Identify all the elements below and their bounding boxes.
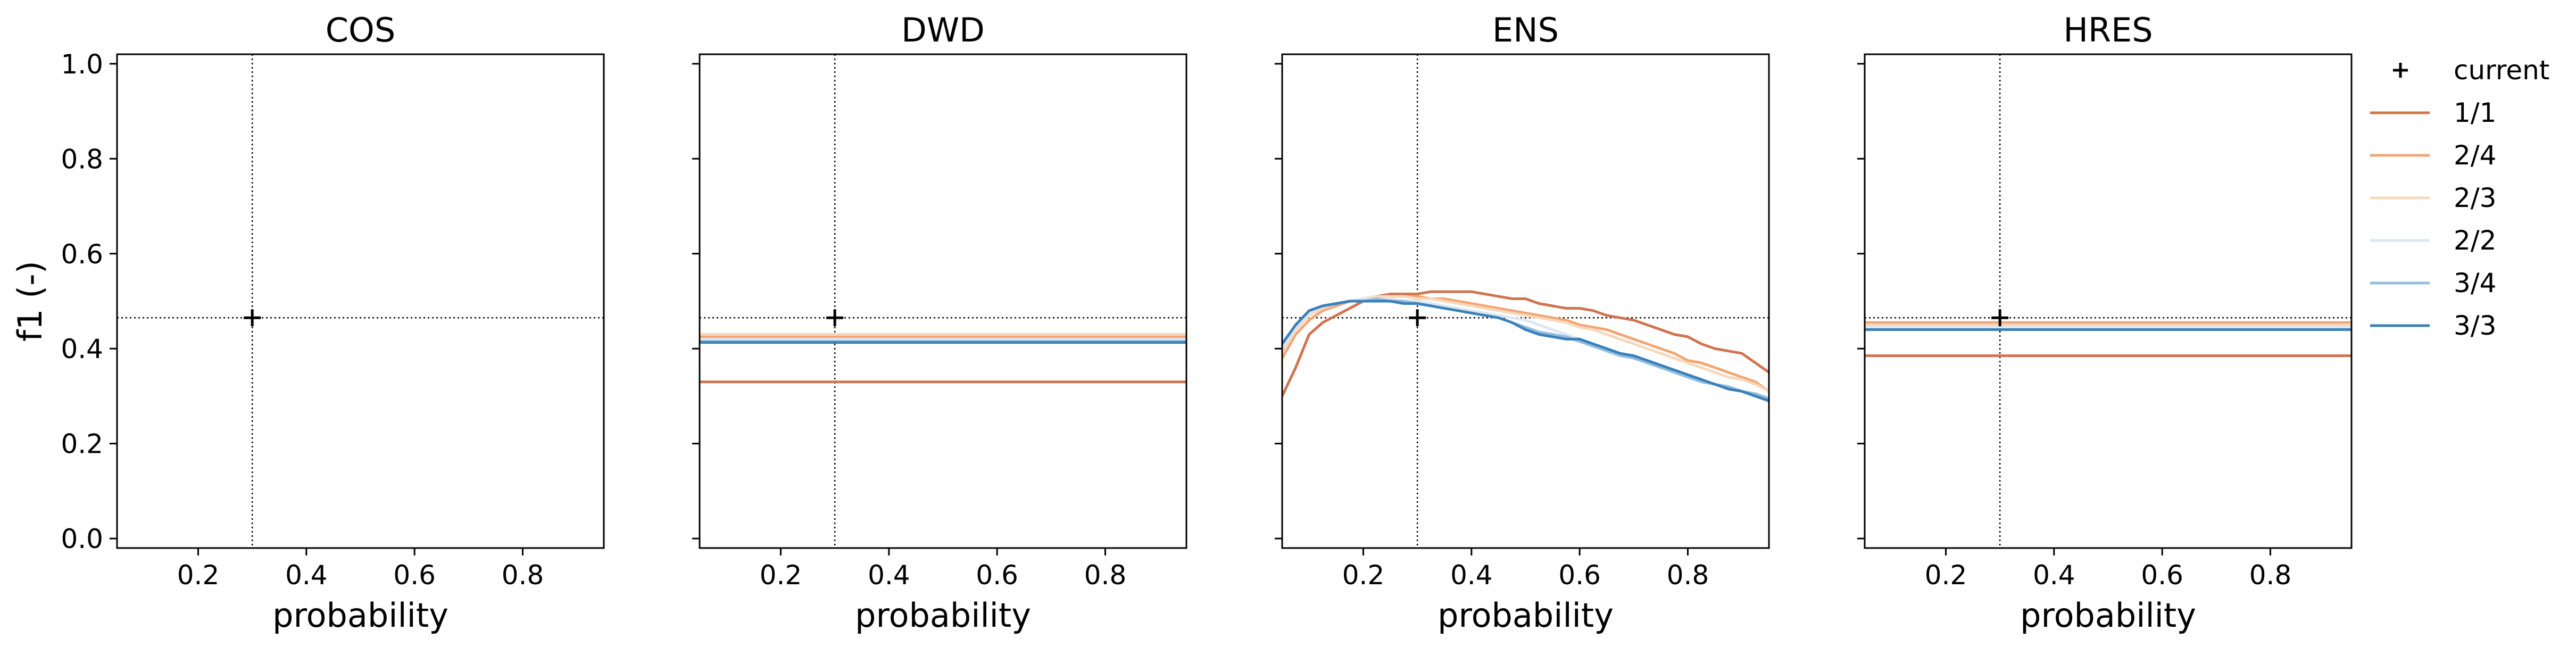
panel-title: DWD	[901, 11, 985, 49]
current-marker	[1409, 309, 1426, 327]
legend-label: 3/4	[2454, 268, 2496, 298]
x-axis-label: probability	[272, 596, 448, 635]
x-tick-label: 0.4	[1450, 560, 1493, 591]
legend-label: 1/1	[2454, 97, 2496, 128]
x-tick-label: 0.6	[1558, 560, 1601, 591]
panel-dwd: DWD 0.2 0.4 0.6 0.8 probability	[692, 11, 1187, 635]
y-tick-label: 0.6	[61, 239, 103, 270]
x-tick-label: 0.4	[2033, 560, 2075, 591]
axes-frame	[699, 53, 1187, 549]
axes-frame	[116, 53, 605, 549]
legend-item: 2/4	[2370, 140, 2496, 171]
x-axis-label: probability	[855, 596, 1031, 635]
axes-frame	[1864, 53, 2353, 549]
panel-hres: HRES 0.2 0.4 0.6 0.8 probability	[1857, 11, 2353, 635]
x-tick-label: 0.8	[2249, 560, 2292, 591]
y-tick-label: 0.4	[61, 334, 103, 364]
x-tick-label: 0.8	[1667, 560, 1709, 591]
x-tick-label: 0.6	[2141, 560, 2183, 591]
panel-title: HRES	[2063, 11, 2153, 49]
x-tick-label: 0.6	[976, 560, 1018, 591]
legend-label: 2/2	[2454, 225, 2496, 256]
legend-label: 2/3	[2454, 183, 2496, 213]
x-tick-label: 0.2	[1925, 560, 1967, 591]
y-tick-label: 0.0	[61, 524, 103, 554]
y-tick-label: 1.0	[61, 49, 103, 80]
legend: current 1/1 2/4 2/3 2/2 3/4 3/3	[2370, 55, 2549, 341]
legend-item: current	[2393, 55, 2549, 86]
y-tick-label: 0.2	[61, 429, 103, 460]
current-marker	[244, 309, 261, 327]
x-tick-label: 0.2	[1342, 560, 1385, 591]
legend-item: 3/4	[2370, 268, 2496, 298]
series-group	[700, 333, 1186, 384]
x-tick-label: 0.4	[285, 560, 328, 591]
legend-label: current	[2454, 55, 2549, 86]
series-group	[1282, 290, 1769, 402]
current-marker	[826, 309, 844, 327]
x-tick-label: 0.6	[393, 560, 436, 591]
y-axis-label: f1 (-)	[11, 261, 49, 342]
legend-item: 2/3	[2370, 183, 2496, 213]
x-tick-label: 0.2	[177, 560, 220, 591]
x-tick-label: 0.2	[760, 560, 802, 591]
panel-ens: ENS 0.2 0.4 0.6 0.8 probability	[1275, 11, 1770, 635]
panel-title: COS	[326, 11, 395, 49]
series-line-3-3	[1282, 300, 1769, 402]
x-axis-label: probability	[2020, 596, 2196, 635]
panel-cos: COS 0.2 0.4 0.6 0.8 0.0 0.2 0.4 0.6 0.8 1.0 probabi…	[61, 11, 605, 635]
legend-item: 2/2	[2370, 225, 2496, 256]
y-tick-label: 0.8	[61, 144, 103, 175]
x-tick-label: 0.4	[868, 560, 910, 591]
axes-frame	[1281, 53, 1770, 549]
panel-title: ENS	[1492, 11, 1559, 49]
current-marker	[1991, 309, 2009, 327]
series-group	[1865, 321, 2351, 358]
legend-item: 3/3	[2370, 310, 2496, 341]
x-axis-label: probability	[1437, 596, 1614, 635]
x-tick-label: 0.8	[1084, 560, 1127, 591]
legend-label: 3/3	[2454, 310, 2496, 341]
legend-item: 1/1	[2370, 97, 2496, 128]
legend-label: 2/4	[2454, 140, 2496, 171]
x-tick-label: 0.8	[502, 560, 544, 591]
